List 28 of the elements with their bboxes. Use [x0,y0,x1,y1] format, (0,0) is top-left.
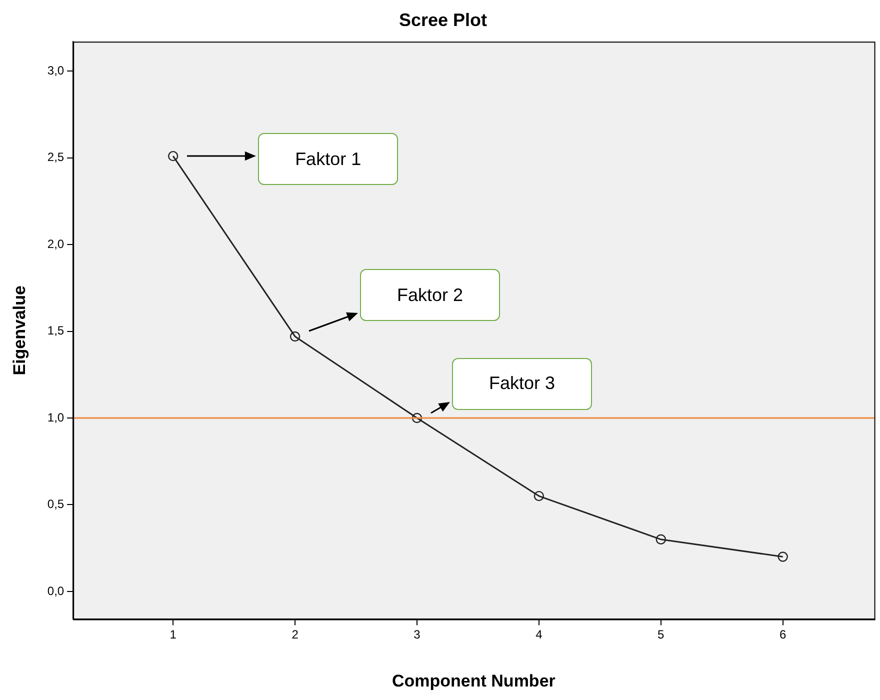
y-axis-title: Eigenvalue [10,286,29,376]
point [412,412,422,424]
callout-box: Faktor 2 [360,269,500,322]
y-tick-label: 2,5 [47,150,64,164]
x-tick-label: 4 [536,628,543,642]
callout-box: Faktor 3 [452,358,592,410]
x-tick-label: 5 [658,628,665,642]
y-tick-label: 1,5 [47,324,64,338]
x-tick-label: 2 [292,628,299,642]
y-tick-label: 0,5 [47,497,64,512]
x-tick-label: 3 [414,628,421,642]
callout-box: Faktor 1 [258,133,398,186]
y-tick-label: 3,0 [47,63,64,78]
annotation: Faktor 3 [488,373,555,394]
y-tick-label: 2,0 [47,236,64,251]
chart-title: Scree Plot [398,10,488,30]
point [168,150,178,162]
y-tick-label: 0,0 [47,584,64,598]
annotation: Faktor 2 [397,284,464,306]
point [534,490,544,502]
annotation: Faktor 1 [295,148,362,170]
x-tick-label: 6 [779,628,786,642]
point [290,331,300,342]
point [656,534,666,545]
x-tick-label: 1 [170,628,177,642]
y-tick-label: 1,0 [47,410,64,424]
x-axis-title: Component Number [392,671,556,690]
point [778,552,788,562]
